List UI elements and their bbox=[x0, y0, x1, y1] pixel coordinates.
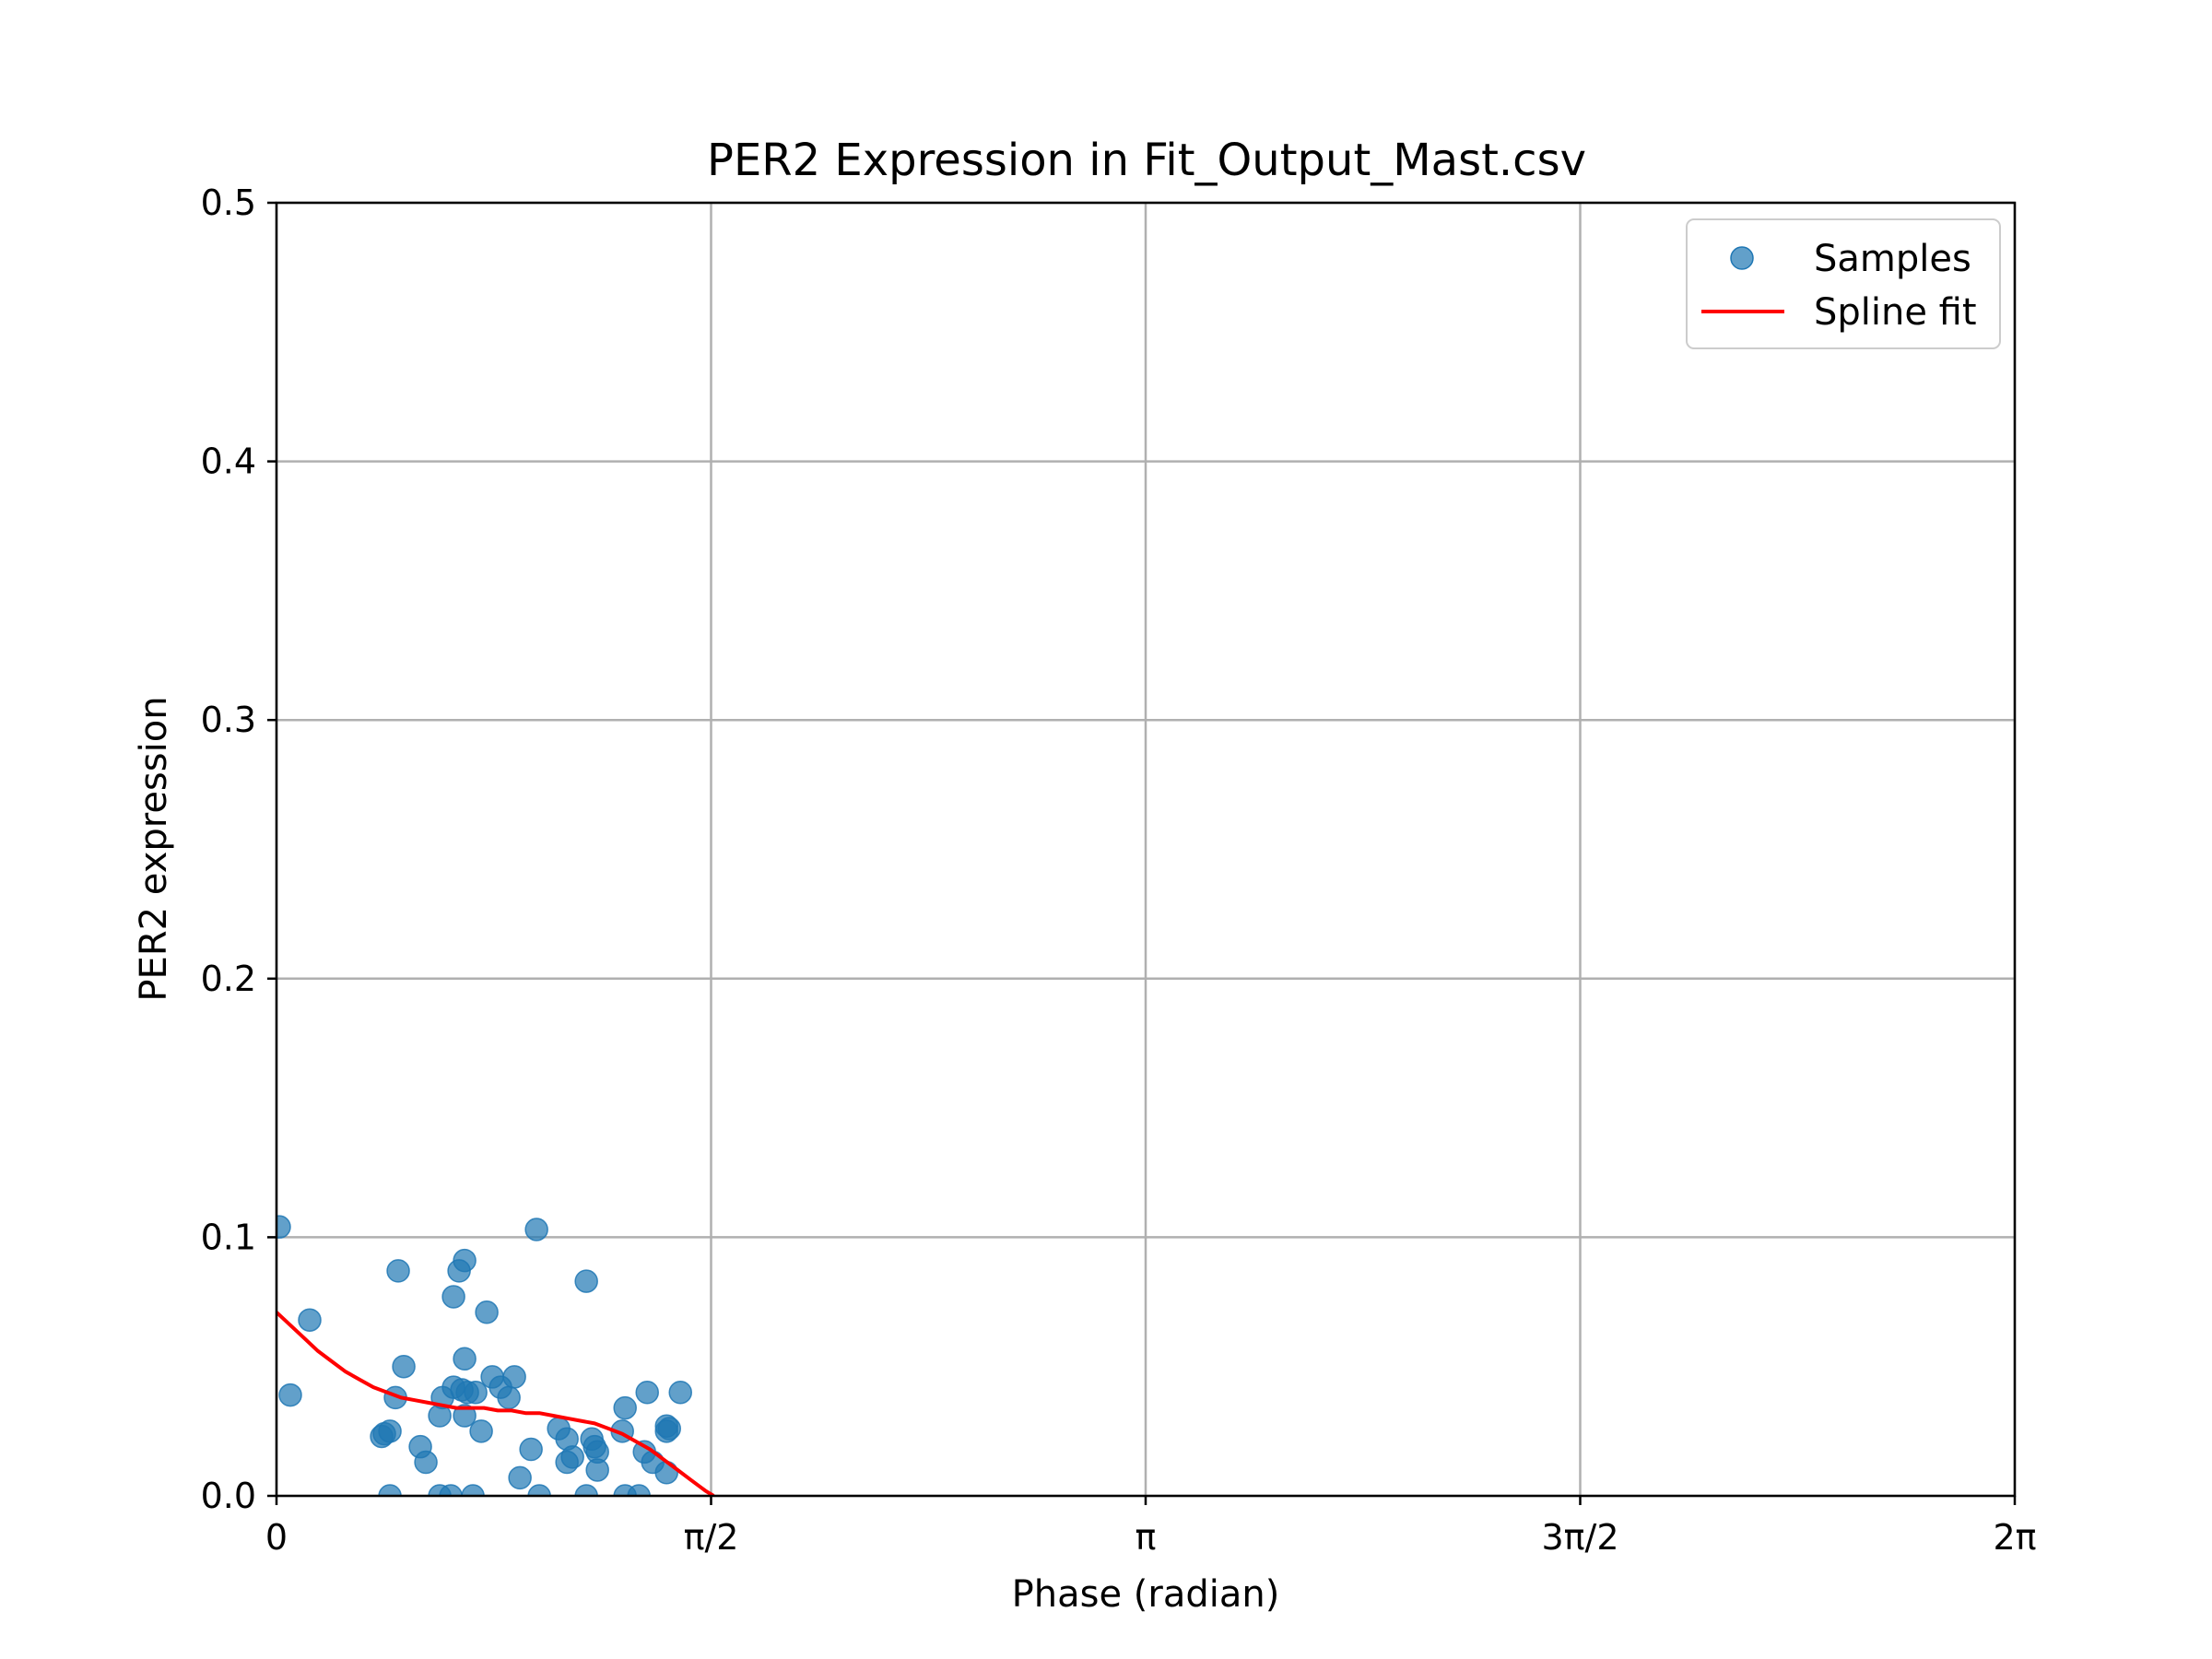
sample-point bbox=[527, 1484, 551, 1496]
sample-point bbox=[574, 1484, 598, 1496]
y-tick-label: 0.3 bbox=[201, 700, 256, 740]
sample-point bbox=[414, 1450, 438, 1475]
legend: Samples Spline fit bbox=[1686, 218, 2001, 349]
y-axis-label: PER2 expression bbox=[133, 696, 175, 1001]
legend-box bbox=[1686, 218, 2001, 349]
sample-point bbox=[441, 1285, 465, 1309]
x-tick-label: 0 bbox=[265, 1517, 288, 1558]
legend-marker-samples bbox=[1730, 246, 1754, 270]
sample-point bbox=[524, 1218, 548, 1241]
sample-point bbox=[392, 1354, 416, 1379]
legend-label-samples: Samples bbox=[1814, 238, 1971, 280]
sample-point bbox=[439, 1484, 463, 1496]
sample-point bbox=[519, 1437, 543, 1462]
sample-point bbox=[276, 1215, 291, 1239]
plot-area bbox=[276, 1215, 715, 1496]
y-tick-label: 0.1 bbox=[201, 1217, 256, 1257]
sample-point bbox=[298, 1308, 322, 1332]
sample-point bbox=[475, 1300, 499, 1324]
x-tick-label: 2π bbox=[1993, 1517, 2036, 1558]
sample-point bbox=[386, 1259, 410, 1283]
sample-point bbox=[461, 1484, 485, 1496]
sample-point bbox=[453, 1248, 477, 1273]
sample-point bbox=[508, 1465, 532, 1490]
sample-point bbox=[668, 1381, 692, 1405]
legend-label-spline: Spline fit bbox=[1814, 291, 1977, 334]
sample-point bbox=[627, 1484, 651, 1496]
sample-point bbox=[453, 1404, 477, 1428]
x-axis-label: Phase (radian) bbox=[1012, 1573, 1280, 1616]
x-tick-label: 3π/2 bbox=[1541, 1517, 1618, 1558]
sample-point bbox=[560, 1445, 584, 1469]
sample-point bbox=[453, 1347, 477, 1371]
sample-point bbox=[502, 1365, 526, 1389]
sample-point bbox=[497, 1385, 521, 1410]
sample-point bbox=[378, 1484, 402, 1496]
sample-point bbox=[574, 1269, 598, 1293]
sample-point bbox=[378, 1419, 402, 1443]
x-tick-label: π bbox=[1135, 1517, 1157, 1558]
x-axis-ticks: 0 π/2 π 3π/2 2π bbox=[265, 1496, 2037, 1558]
y-tick-label: 0.4 bbox=[201, 441, 256, 482]
x-tick-label: π/2 bbox=[684, 1517, 739, 1558]
y-axis-ticks: 0.0 0.1 0.2 0.3 0.4 0.5 bbox=[201, 182, 276, 1516]
y-tick-label: 0.0 bbox=[201, 1476, 256, 1516]
sample-point bbox=[585, 1458, 609, 1482]
plot-marks bbox=[276, 1215, 715, 1496]
plot-frame bbox=[275, 201, 2017, 1498]
sample-point bbox=[278, 1382, 302, 1407]
chart-title: PER2 Expression in Fit_Output_Mast.csv bbox=[707, 135, 1586, 186]
sample-point bbox=[657, 1417, 681, 1441]
spline-fit-line bbox=[276, 1311, 715, 1496]
sample-point bbox=[469, 1419, 493, 1443]
y-tick-label: 0.5 bbox=[201, 182, 256, 223]
sample-point bbox=[654, 1460, 678, 1485]
sample-point bbox=[464, 1381, 488, 1405]
y-tick-label: 0.2 bbox=[201, 959, 256, 999]
sample-point bbox=[635, 1381, 659, 1405]
sample-point bbox=[613, 1395, 637, 1420]
